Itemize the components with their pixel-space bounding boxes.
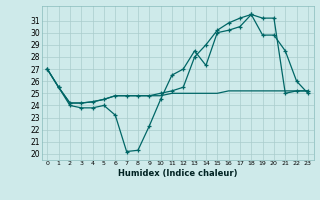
X-axis label: Humidex (Indice chaleur): Humidex (Indice chaleur) — [118, 169, 237, 178]
